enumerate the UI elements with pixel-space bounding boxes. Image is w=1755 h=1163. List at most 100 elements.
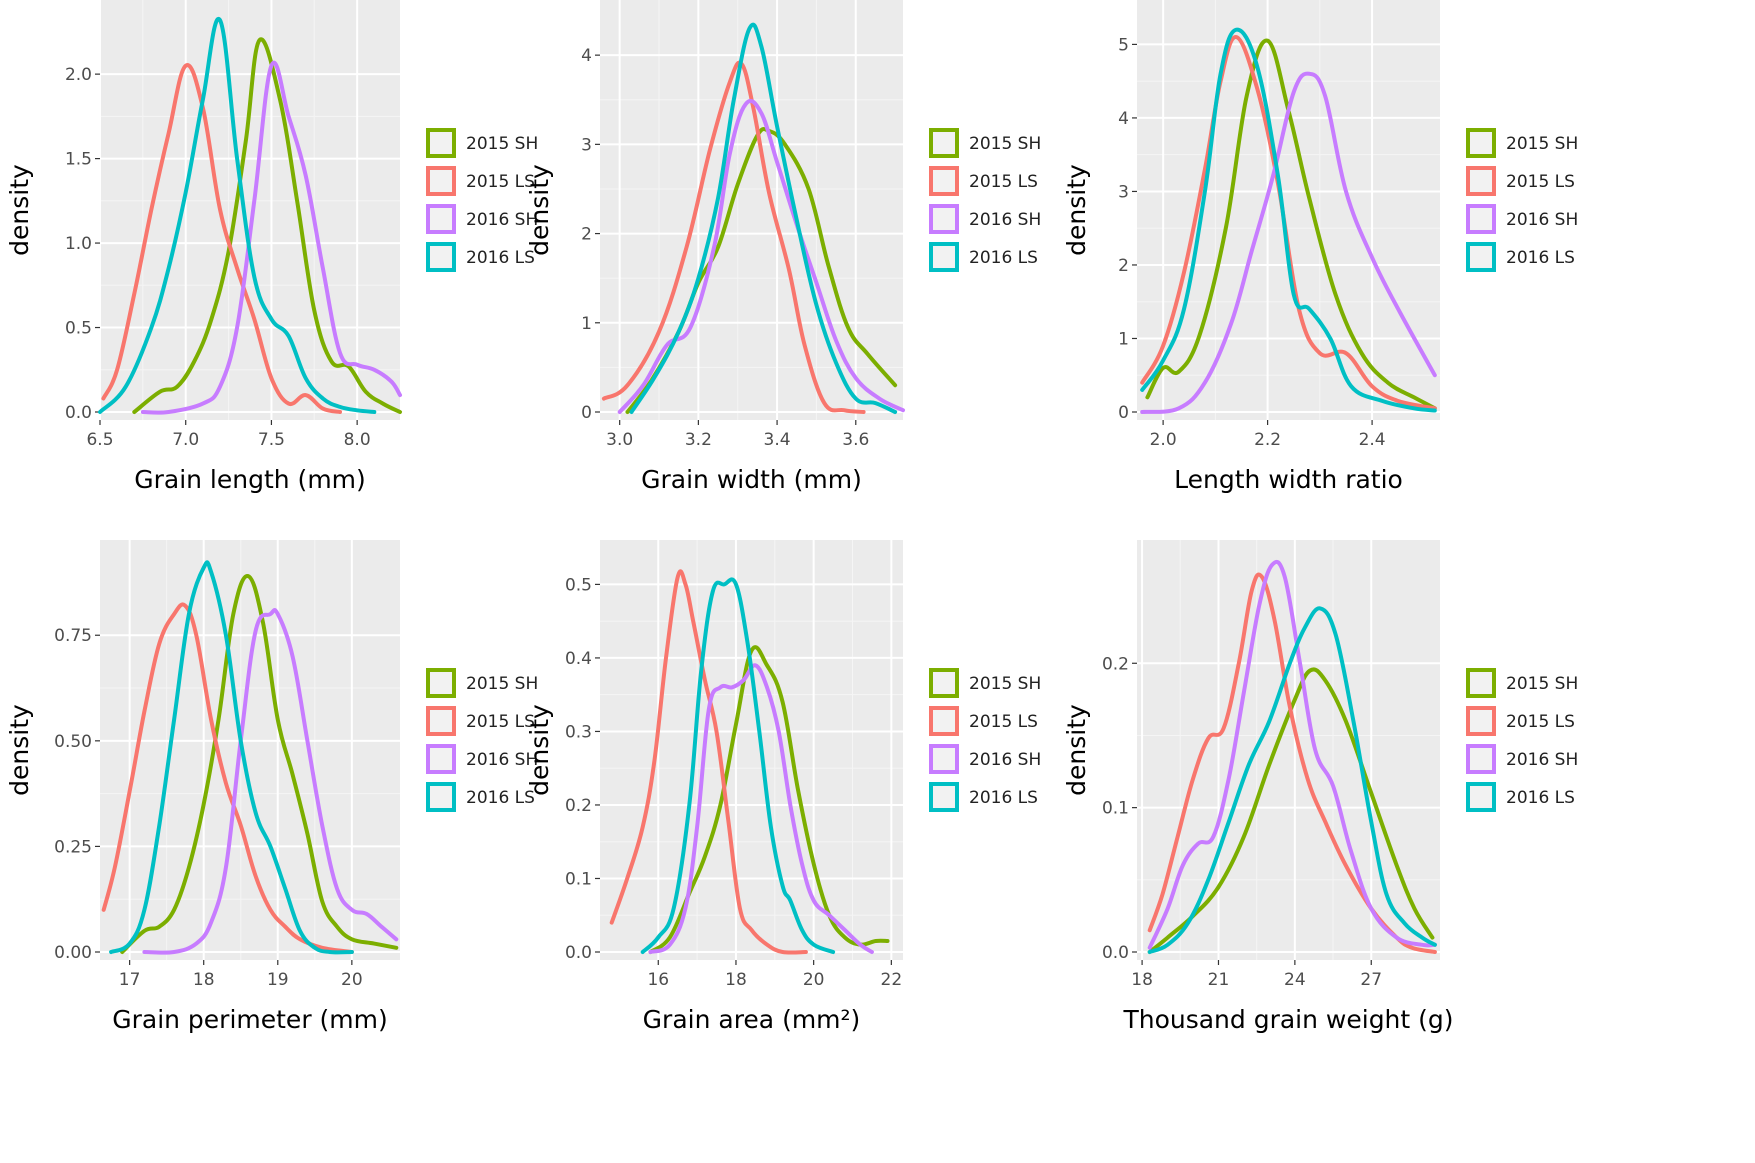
y-axis-title: density	[1062, 164, 1091, 256]
x-tick-label: 3.6	[842, 430, 869, 450]
legend-label: 2016 SH	[1506, 750, 1578, 770]
x-axis-title: Thousand grain weight (g)	[1122, 1005, 1453, 1034]
legend-key	[1466, 128, 1496, 158]
legend-label: 2015 SH	[466, 134, 538, 154]
y-tick-label: 0	[581, 403, 592, 423]
legend-key	[1466, 744, 1496, 774]
legend-label: 2015 SH	[466, 674, 538, 694]
legend: 2015 SH 2015 LS 2016 SH 2016 LS	[426, 128, 538, 272]
legend-key	[426, 242, 456, 272]
legend-key	[929, 204, 959, 234]
x-tick-label: 2.0	[1150, 430, 1177, 450]
y-tick-label: 0.25	[54, 837, 92, 857]
legend-label: 2016 LS	[969, 248, 1038, 268]
legend-key	[426, 782, 456, 812]
y-tick-label: 0.00	[54, 943, 92, 963]
x-tick-label: 7.5	[258, 430, 285, 450]
legend: 2015 SH 2015 LS 2016 SH 2016 LS	[426, 668, 538, 812]
legend-label: 2016 SH	[466, 750, 538, 770]
x-tick-label: 2.4	[1359, 430, 1386, 450]
legend-label: 2015 LS	[466, 712, 535, 732]
legend-label: 2015 LS	[1506, 172, 1575, 192]
density-line-2016-sh	[648, 663, 874, 954]
legend-key	[929, 166, 959, 196]
x-axis-title: Grain perimeter (mm)	[112, 1005, 388, 1034]
y-tick-label: 0.2	[565, 796, 592, 816]
legend-key	[426, 668, 456, 698]
chart-panel-6: 18 21 24 27 0.0 0.1 0.2 Thousand grain weight (…	[1062, 540, 1578, 1034]
legend: 2015 SH 2015 LS 2016 SH 2016 LS	[929, 128, 1041, 272]
x-tick-label: 8.0	[344, 430, 371, 450]
legend: 2015 SH 2015 LS 2016 SH 2016 LS	[1466, 128, 1578, 272]
y-axis-title: density	[1062, 704, 1091, 796]
legend-label: 2015 SH	[1506, 674, 1578, 694]
legend-label: 2015 SH	[1506, 134, 1578, 154]
x-tick-label: 24	[1284, 970, 1306, 990]
y-tick-label: 2	[1118, 256, 1129, 276]
legend-key	[929, 668, 959, 698]
legend-label: 2016 SH	[1506, 210, 1578, 230]
x-tick-label: 17	[119, 970, 141, 990]
legend-label: 2016 SH	[969, 210, 1041, 230]
density-line-2016-ls	[1140, 27, 1437, 413]
x-tick-label: 22	[881, 970, 903, 990]
legend-label: 2016 LS	[969, 788, 1038, 808]
x-tick-label: 20	[341, 970, 363, 990]
density-line-2015-sh	[120, 574, 399, 954]
legend-key	[929, 744, 959, 774]
plot-background	[1137, 540, 1440, 960]
legend-key	[1466, 706, 1496, 736]
density-line-2015-ls	[1140, 35, 1437, 411]
plot-background	[100, 540, 400, 960]
density-line-2016-sh	[1147, 559, 1437, 950]
legend-label: 2016 LS	[466, 248, 535, 268]
x-tick-label: 18	[193, 970, 215, 990]
density-line-2015-ls	[601, 60, 866, 414]
y-axis-title: density	[525, 164, 554, 256]
legend: 2015 SH 2015 LS 2016 SH 2016 LS	[1466, 668, 1578, 812]
y-tick-label: 1	[1118, 329, 1129, 349]
legend-key	[426, 744, 456, 774]
density-line-2016-sh	[142, 607, 399, 955]
y-tick-label: 1.0	[65, 234, 92, 254]
y-tick-label: 1	[581, 314, 592, 334]
x-tick-label: 3.0	[606, 430, 633, 450]
x-axis-title: Grain width (mm)	[641, 465, 862, 494]
legend-key	[1466, 668, 1496, 698]
x-axis-title: Length width ratio	[1174, 465, 1403, 494]
y-axis-title: density	[5, 704, 34, 796]
legend-label: 2016 LS	[1506, 788, 1575, 808]
legend-label: 2015 LS	[1506, 712, 1575, 732]
legend-label: 2015 LS	[969, 172, 1038, 192]
y-tick-label: 0.5	[65, 319, 92, 339]
y-tick-label: 0.1	[1102, 799, 1129, 819]
y-tick-label: 0.50	[54, 732, 92, 752]
y-tick-label: 0.2	[1102, 654, 1129, 674]
y-axis-title: density	[525, 704, 554, 796]
y-tick-label: 0.0	[565, 943, 592, 963]
x-tick-label: 3.2	[685, 430, 712, 450]
legend-label: 2015 SH	[969, 134, 1041, 154]
plot-background	[1137, 0, 1440, 420]
density-line-2015-ls	[101, 602, 354, 954]
x-tick-label: 3.4	[764, 430, 791, 450]
y-tick-label: 0.5	[565, 575, 592, 595]
x-tick-label: 21	[1208, 970, 1230, 990]
density-line-2016-ls	[98, 16, 377, 414]
density-line-2015-sh	[132, 37, 402, 414]
legend: 2015 SH 2015 LS 2016 SH 2016 LS	[929, 668, 1041, 812]
density-line-2015-ls	[101, 63, 342, 414]
legend-label: 2015 LS	[969, 712, 1038, 732]
legend-key	[1466, 242, 1496, 272]
y-tick-label: 4	[1118, 109, 1129, 129]
y-tick-label: 1.5	[65, 150, 92, 170]
x-tick-label: 27	[1360, 970, 1382, 990]
density-line-2015-sh	[1145, 38, 1437, 411]
y-tick-label: 0.1	[565, 869, 592, 889]
density-line-2016-ls	[640, 577, 836, 954]
y-tick-label: 0.75	[54, 626, 92, 646]
legend-key	[1466, 782, 1496, 812]
x-axis-title: Grain area (mm²)	[643, 1005, 861, 1034]
chart-panel-3: 2.0 2.2 2.4 0 1 2 3 4 5 Length width ratio density…	[1062, 0, 1578, 494]
